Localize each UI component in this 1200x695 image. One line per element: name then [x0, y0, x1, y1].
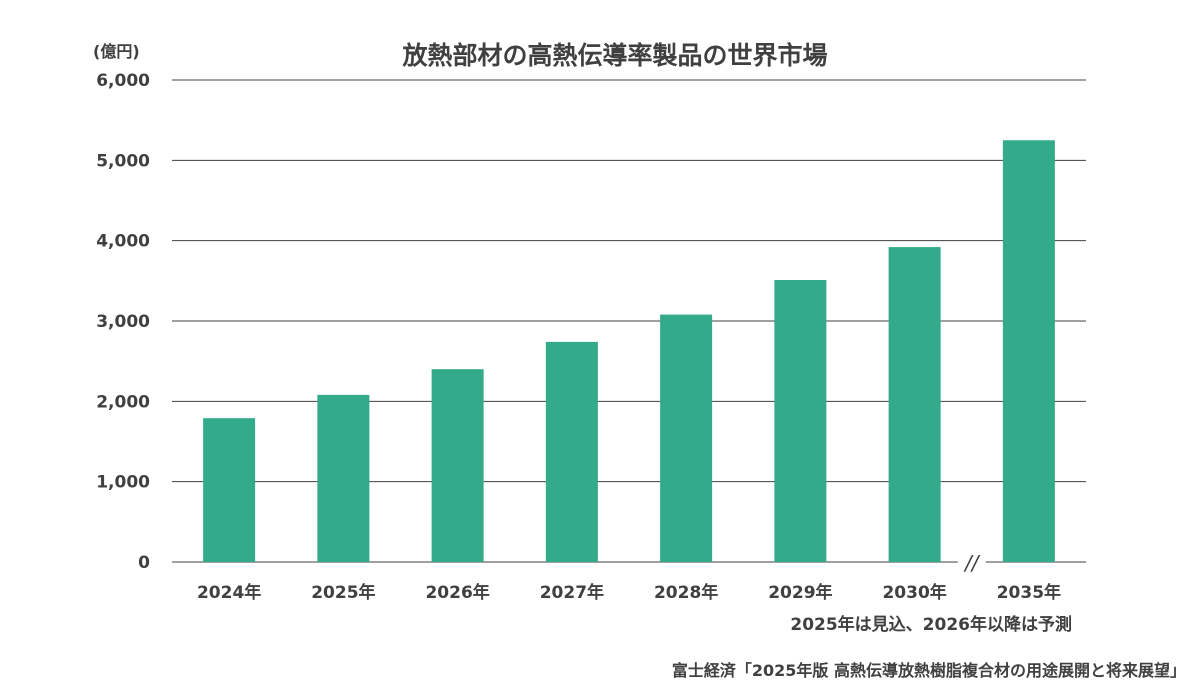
y-tick-label: 2,000 [96, 392, 150, 412]
y-axis-unit-label: (億円) [93, 42, 140, 61]
bar [317, 394, 370, 562]
y-tick-label: 5,000 [96, 151, 150, 171]
bar [1002, 140, 1055, 562]
bar [431, 369, 484, 562]
bar [888, 247, 941, 563]
chart-title: 放熱部材の高熱伝導率製品の世界市場 [402, 41, 828, 70]
x-tick-label: 2026年 [425, 582, 489, 603]
y-tick-label: 1,000 [96, 473, 150, 493]
forecast-note: 2025年は見込、2026年以降は予測 [790, 615, 1072, 635]
axis-break-gap [957, 558, 986, 566]
x-tick-label: 2030年 [882, 582, 946, 603]
y-tick-label: 6,000 [96, 71, 150, 91]
bar [774, 280, 827, 562]
source-citation: 富士経済「2025年版 高熱伝導放熱樹脂複合材の用途展開と将来展望」 [671, 661, 1186, 680]
y-tick-label: 3,000 [96, 312, 150, 332]
y-tick-label: 0 [138, 553, 150, 573]
x-tick-label: 2025年 [311, 582, 375, 603]
x-tick-label: 2028年 [654, 582, 718, 603]
x-tick-label: 2035年 [997, 582, 1061, 603]
bar [660, 314, 713, 562]
axis-break-symbol: // [963, 551, 981, 575]
x-tick-label: 2024年 [197, 582, 261, 603]
x-tick-label: 2027年 [540, 582, 604, 603]
x-tick-label: 2029年 [768, 582, 832, 603]
y-tick-label: 4,000 [96, 232, 150, 252]
bar [545, 341, 598, 562]
bar [203, 418, 256, 562]
